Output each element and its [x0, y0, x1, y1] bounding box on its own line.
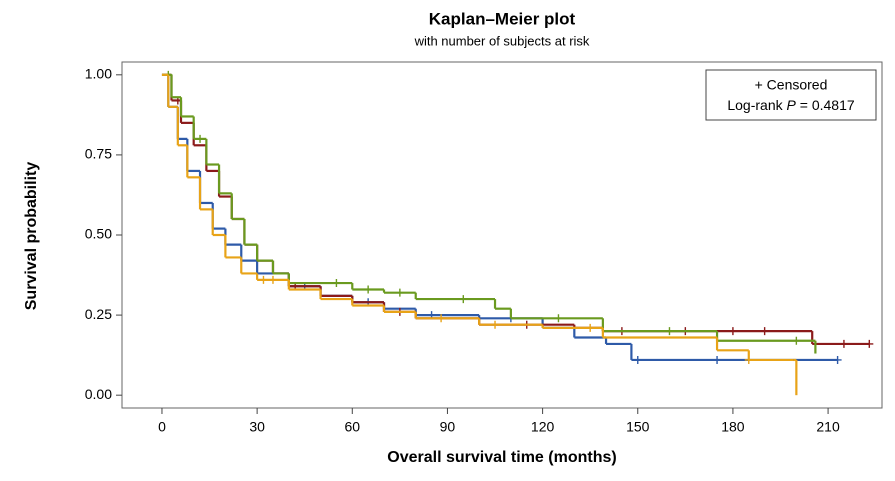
- x-tick-label: 90: [440, 419, 456, 435]
- censor-mark: [665, 327, 674, 336]
- censor-mark: [437, 314, 446, 323]
- x-tick-label: 120: [531, 419, 555, 435]
- x-tick-label: 180: [721, 419, 745, 435]
- censor-mark: [728, 327, 737, 336]
- x-tick-label: 30: [249, 419, 265, 435]
- test-label: Log-rank P = 0.4817: [727, 97, 854, 113]
- censor-mark: [792, 336, 801, 345]
- censor-mark: [332, 279, 341, 288]
- censor-mark: [554, 314, 563, 323]
- y-tick-label: 0.25: [85, 306, 112, 322]
- censor-mark: [491, 320, 500, 329]
- censor-mark: [395, 288, 404, 297]
- censor-mark: [713, 355, 722, 364]
- test-value: = 0.4817: [796, 97, 855, 113]
- censor-mark: [268, 275, 277, 284]
- x-tick-label: 0: [158, 419, 166, 435]
- censor-mark: [259, 275, 268, 284]
- x-axis-label: Overall survival time (months): [387, 449, 616, 466]
- x-tick-label: 150: [626, 419, 650, 435]
- x-tick-label: 210: [816, 419, 840, 435]
- censor-mark: [586, 323, 595, 332]
- y-tick-label: 1.00: [85, 66, 112, 82]
- test-symbol: P: [787, 97, 797, 113]
- censor-mark: [364, 285, 373, 294]
- test-prefix: Log-rank: [727, 97, 786, 113]
- y-tick-label: 0.00: [85, 386, 112, 402]
- censor-mark: [744, 355, 753, 364]
- chart-title: Kaplan–Meier plot: [429, 9, 576, 28]
- legend-text: + Censored: [755, 77, 828, 93]
- x-tick-label: 60: [344, 419, 360, 435]
- chart-subtitle: with number of subjects at risk: [414, 33, 590, 48]
- censor-mark: [633, 355, 642, 364]
- censor-mark: [833, 355, 842, 364]
- censor-mark: [459, 295, 468, 304]
- legend-box: [705, 69, 877, 121]
- censor-mark: [196, 134, 205, 143]
- censor-mark: [865, 339, 874, 348]
- censor-mark: [760, 327, 769, 336]
- y-axis-label: Survival probability: [23, 162, 40, 311]
- censor-mark: [839, 339, 848, 348]
- y-tick-label: 0.50: [85, 226, 112, 242]
- y-tick-label: 0.75: [85, 146, 112, 162]
